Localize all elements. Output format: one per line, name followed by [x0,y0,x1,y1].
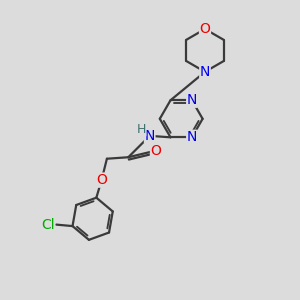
Text: O: O [96,173,107,187]
Text: Cl: Cl [41,218,55,232]
Text: N: N [187,130,197,144]
Text: N: N [145,129,155,143]
Text: O: O [151,144,161,158]
Text: H: H [137,123,146,136]
Text: O: O [200,22,210,36]
Text: N: N [200,65,210,79]
Text: N: N [187,93,197,107]
